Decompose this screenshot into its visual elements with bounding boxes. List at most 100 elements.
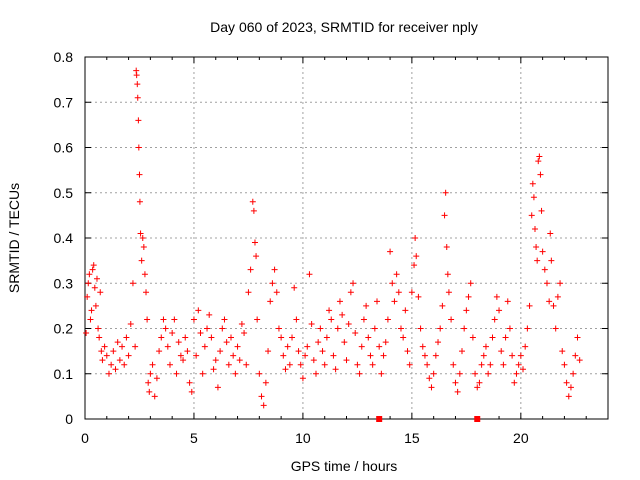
data-point <box>520 366 527 373</box>
data-point <box>402 307 409 314</box>
data-point <box>533 244 540 251</box>
data-point <box>293 316 300 323</box>
data-point <box>175 339 182 346</box>
data-point <box>256 370 263 377</box>
data-point <box>269 280 276 287</box>
data-point <box>169 330 176 337</box>
data-point <box>177 352 184 359</box>
data-point <box>260 402 267 409</box>
data-point <box>121 361 128 368</box>
data-point <box>245 289 252 296</box>
data-point <box>482 343 489 350</box>
x-tick-label: 20 <box>513 430 529 446</box>
data-point <box>188 388 195 395</box>
data-point <box>112 366 119 373</box>
data-point <box>136 198 143 205</box>
data-point <box>456 370 463 377</box>
data-point <box>546 298 553 305</box>
data-point <box>487 361 494 368</box>
data-point <box>101 343 108 350</box>
data-point <box>312 370 319 377</box>
data-point <box>125 352 132 359</box>
data-point <box>119 343 126 350</box>
data-point <box>443 244 450 251</box>
data-point <box>360 316 367 323</box>
data-point <box>137 230 144 237</box>
data-point <box>93 275 100 282</box>
data-point <box>570 370 577 377</box>
chart-title: Day 060 of 2023, SRMTID for receiver npl… <box>210 19 478 35</box>
data-point <box>184 348 191 355</box>
data-point <box>474 384 481 391</box>
y-tick-label: 0.4 <box>54 230 74 246</box>
data-point <box>212 357 219 364</box>
data-point <box>140 244 147 251</box>
data-point <box>538 207 545 214</box>
data-point <box>127 320 134 327</box>
data-point <box>339 311 346 318</box>
data-point <box>304 343 311 350</box>
data-point <box>99 357 106 364</box>
data-point <box>534 257 541 264</box>
data-point <box>424 361 431 368</box>
data-point <box>465 293 472 300</box>
y-tick-label: 0.1 <box>54 366 74 382</box>
data-point <box>395 289 402 296</box>
data-point <box>180 357 187 364</box>
data-point <box>576 357 583 364</box>
data-point <box>412 235 419 241</box>
data-point <box>225 361 232 368</box>
data-point <box>439 302 446 309</box>
data-point <box>308 320 315 327</box>
data-point <box>129 280 136 287</box>
x-tick-label: 10 <box>295 430 311 446</box>
data-point <box>108 361 115 368</box>
data-point <box>442 189 449 196</box>
data-point <box>467 280 474 287</box>
data-point <box>491 316 498 323</box>
data-point <box>87 316 94 323</box>
data-point <box>217 348 224 355</box>
data-point <box>334 325 341 332</box>
data-point <box>280 352 287 359</box>
y-tick-label: 0.3 <box>54 275 74 291</box>
data-point <box>561 361 568 368</box>
data-point <box>171 316 178 323</box>
data-point <box>480 352 487 359</box>
y-axis-label: SRMTID / TECUs <box>6 183 22 293</box>
grid-lines <box>85 57 608 419</box>
data-point <box>145 379 152 386</box>
data-point <box>397 325 404 332</box>
data-point <box>528 212 535 219</box>
data-point <box>132 343 139 350</box>
data-point <box>221 316 228 323</box>
data-point <box>164 343 171 350</box>
data-point <box>417 325 424 332</box>
data-point <box>166 361 173 368</box>
data-point <box>550 302 557 309</box>
data-point <box>511 379 518 386</box>
data-point <box>517 352 524 359</box>
data-point <box>91 284 98 291</box>
data-point <box>136 171 143 178</box>
data-point <box>295 348 302 355</box>
data-point <box>236 357 243 364</box>
data-point <box>302 352 309 359</box>
data-point <box>496 307 503 314</box>
data-point <box>251 239 258 246</box>
data-point <box>539 248 546 255</box>
data-point <box>262 379 269 386</box>
y-tick-label: 0.2 <box>54 321 74 337</box>
tick-marks <box>84 56 608 420</box>
data-point <box>469 334 476 341</box>
data-point <box>382 339 389 346</box>
data-point <box>116 357 123 364</box>
data-point <box>391 298 398 305</box>
data-point <box>210 366 217 373</box>
data-point <box>258 393 265 400</box>
data-point <box>228 334 235 341</box>
data-point <box>162 325 169 332</box>
data-point <box>247 266 254 273</box>
data-point <box>426 375 433 382</box>
data-point <box>219 325 226 332</box>
